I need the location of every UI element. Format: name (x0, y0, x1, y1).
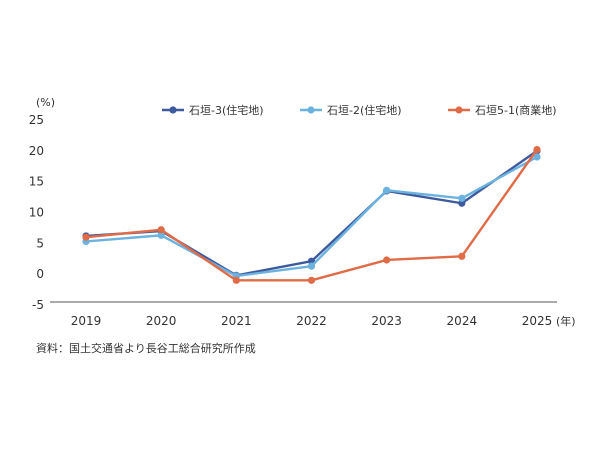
x-tick-label: 2021 (221, 314, 252, 328)
legend-item: 石垣5-1(商業地) (448, 103, 557, 117)
legend-item: 石垣-2(住宅地) (300, 103, 402, 117)
y-tick-label: 5 (36, 236, 44, 250)
y-tick-label: 20 (29, 144, 44, 158)
data-point (533, 153, 541, 161)
x-tick-label: 2023 (371, 314, 402, 328)
legend-swatch-marker (455, 106, 463, 114)
data-point (307, 276, 316, 284)
data-point (458, 194, 466, 202)
data-point (383, 186, 391, 194)
series-2 (82, 153, 541, 280)
series-1 (82, 147, 541, 279)
data-point (157, 231, 165, 239)
legend-swatch-marker (169, 106, 177, 114)
data-point (157, 226, 165, 234)
source-note: 資料：国土交通省より長谷工総合研究所作成 (36, 341, 256, 355)
x-tick-label: 2019 (71, 314, 102, 328)
y-tick-label: -5 (32, 298, 44, 312)
data-point (458, 252, 466, 260)
x-tick-label: 2020 (146, 314, 177, 328)
y-tick-label: 15 (29, 175, 44, 189)
series-line (85, 149, 538, 277)
data-point (82, 233, 90, 241)
y-tick-label: 10 (29, 206, 44, 220)
legend-label: 石垣-2(住宅地) (327, 103, 402, 117)
x-axis: 2019 2020 2021 2022 2023 2024 2025 (50, 301, 557, 328)
data-point (383, 256, 391, 264)
legend-label: 石垣5-1(商業地) (475, 103, 557, 117)
data-point (458, 199, 466, 207)
data-point (533, 146, 541, 154)
data-point (232, 276, 240, 284)
legend-swatch-marker (307, 106, 315, 114)
legend-item: 石垣-3(住宅地) (162, 103, 264, 117)
x-tick-label: 2024 (447, 314, 478, 328)
x-axis-unit: (年) (556, 314, 576, 328)
data-point (307, 262, 316, 270)
x-tick-label: 2025 (522, 314, 553, 328)
y-tick-label: 0 (36, 267, 44, 281)
y-axis-ticks: 25 20 15 10 5 0 -5 (29, 113, 44, 312)
x-tick-label: 2022 (296, 314, 327, 328)
y-axis-unit: (%) (36, 96, 55, 109)
series-3 (82, 146, 541, 284)
series-layer (82, 146, 541, 284)
y-tick-label: 25 (29, 113, 44, 127)
legend: 石垣-3(住宅地) 石垣-2(住宅地) 石垣5-1(商業地) (162, 103, 557, 117)
legend-label: 石垣-3(住宅地) (189, 103, 264, 117)
